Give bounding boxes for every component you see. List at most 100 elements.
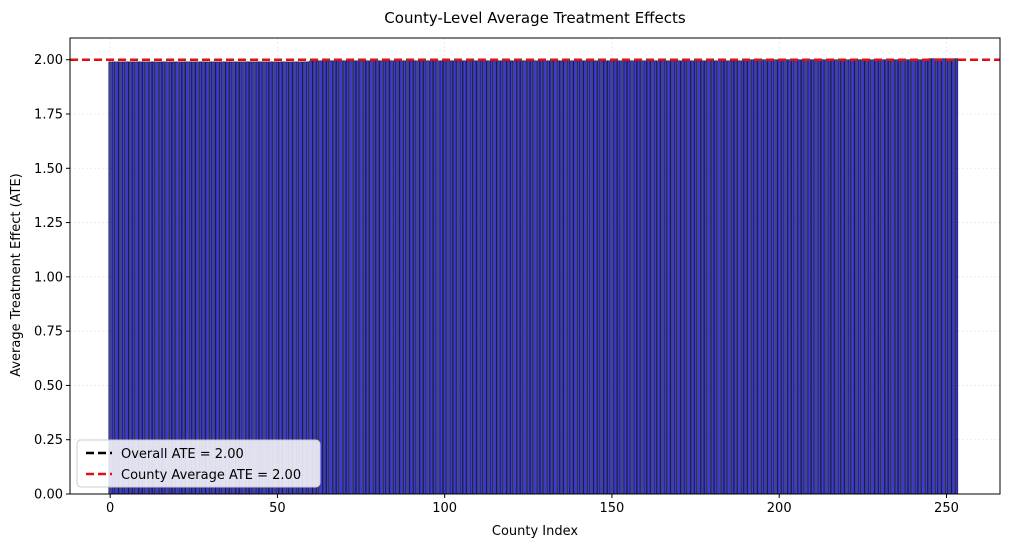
bar [433,60,437,495]
bar [198,61,203,495]
bar [138,61,142,495]
bar [697,60,701,495]
bar [911,59,915,495]
bar [747,59,751,495]
plot-frame [69,37,1001,495]
bar [928,58,932,495]
bar [787,59,791,495]
bar [593,60,597,495]
bar [647,60,651,495]
legend-box [76,439,321,488]
bar [801,59,805,495]
bar [302,61,306,495]
bar [938,58,942,495]
bar [379,60,383,495]
bar [359,60,363,495]
bar [814,59,818,495]
bar [657,60,661,495]
bar [620,60,624,495]
bar [704,60,708,495]
bar [861,59,865,495]
y-tick-label: 1.75 [34,108,63,123]
bar [332,60,336,495]
bar [272,61,276,495]
bar [734,60,738,495]
bar [941,58,945,495]
bar [844,59,848,495]
bar [128,61,132,495]
bar [663,60,668,495]
bar [262,61,266,495]
bar [215,61,219,495]
bar [182,61,186,495]
bar [650,60,654,495]
bar [867,59,872,495]
bar [750,59,755,495]
bar [449,60,453,495]
bar [342,60,346,495]
bar [791,59,795,495]
y-tick-label: 0.50 [34,379,63,394]
bar [396,60,400,495]
x-tick-label: 50 [269,501,286,516]
bar [312,60,316,495]
bar [744,59,748,495]
bar [847,59,852,495]
bar [152,61,156,495]
bar [640,60,644,495]
bar [627,60,631,495]
chart-title: County-Level Average Treatment Effects [384,9,686,27]
bar [473,60,477,495]
bar [466,60,470,495]
bar [228,61,233,495]
bar [710,60,714,495]
bar [315,60,320,495]
bar [406,60,410,495]
bar [456,60,460,495]
bar [135,61,139,495]
bar [489,60,494,495]
bar [496,60,500,495]
bar [824,59,828,495]
bar [737,60,741,495]
bar [239,61,243,495]
bar [376,60,380,495]
bar [804,59,808,495]
bar [382,60,387,495]
bar [145,61,149,495]
bar [259,61,263,495]
bar [225,61,229,495]
bar [757,59,761,495]
bar [730,60,734,495]
bar [372,60,377,495]
bar [780,59,785,495]
legend: Overall ATE = 2.00 County Average ATE = 2… [76,439,321,488]
bar [914,59,918,495]
bar [202,61,206,495]
bar [459,60,463,495]
bar [178,61,182,495]
bar [600,60,604,495]
bar [901,59,905,495]
bar [837,59,842,495]
bar [586,60,591,495]
bar [295,61,300,495]
bar [352,60,356,495]
bar [540,60,544,495]
y-tick-label: 1.25 [34,216,63,231]
bar [419,60,423,495]
bar [499,60,504,495]
bar [299,61,303,495]
bar [854,59,858,495]
bar [429,60,433,495]
bar [232,61,236,495]
bar [222,61,226,495]
bar [623,60,627,495]
bar [362,60,366,495]
bar [469,60,474,495]
bar [322,60,326,495]
bar [453,60,457,495]
bar [131,61,136,495]
bar [687,60,691,495]
